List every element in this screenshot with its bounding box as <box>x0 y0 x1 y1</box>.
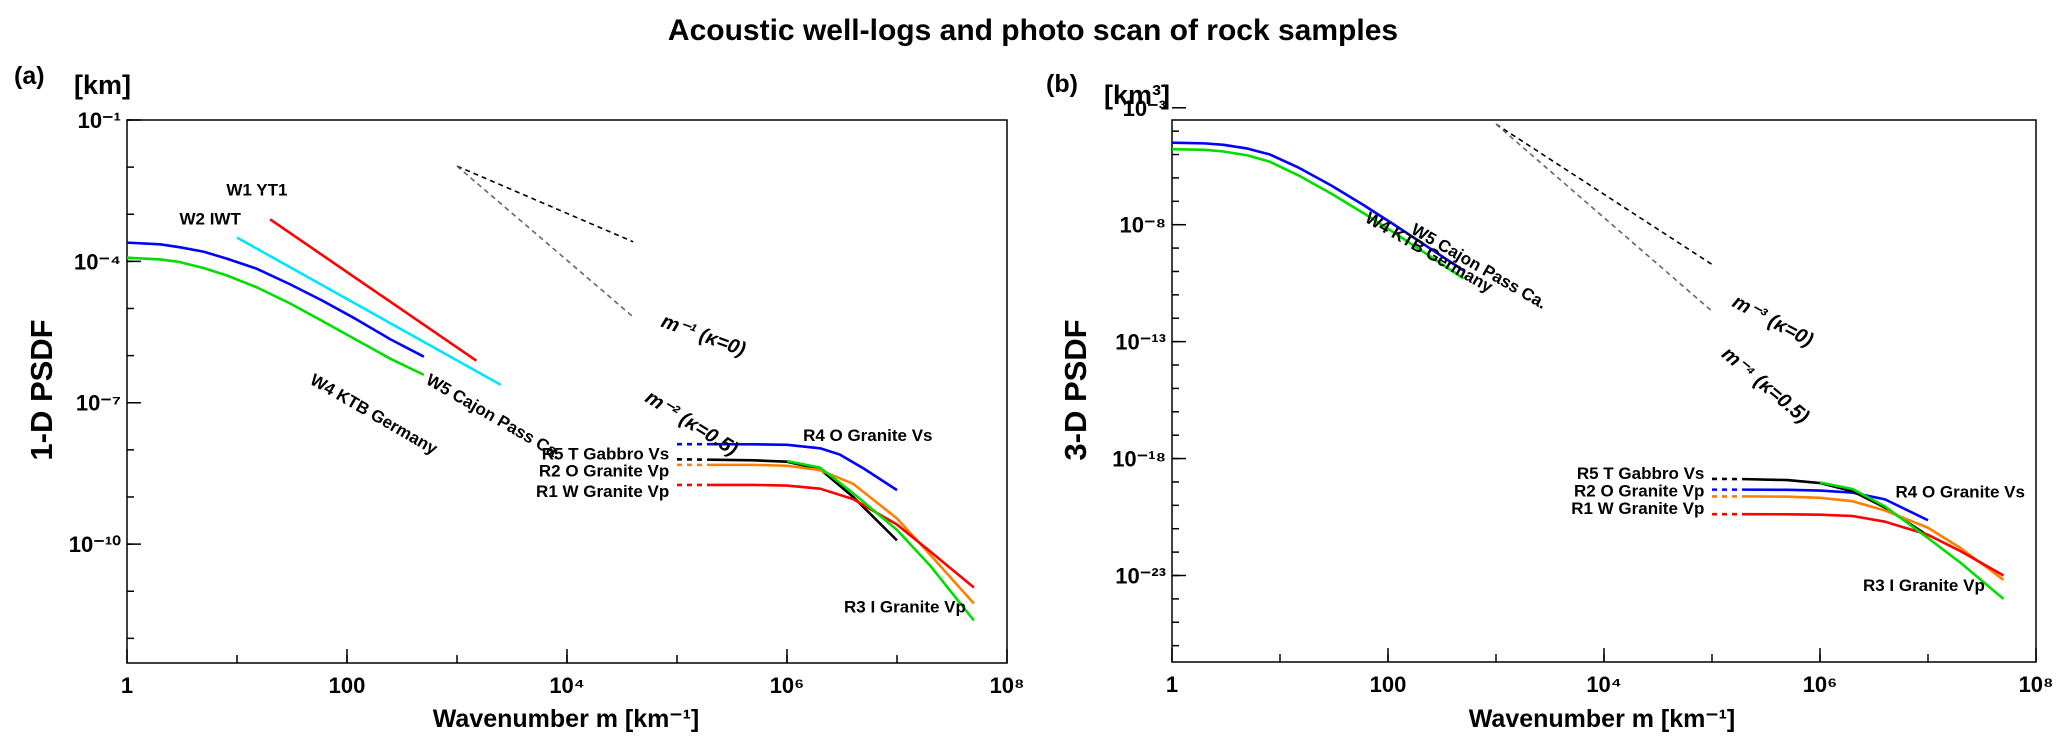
panel-a-y-tick-label: 10⁻¹ <box>78 108 121 133</box>
panel-b-series-line-r1-w-granite-vp <box>1744 512 2005 577</box>
panel-a-series-label-r5-t-gabbro-vs: R5 T Gabbro Vs <box>542 444 670 463</box>
panel-a-series-label-r2-o-granite-vp: R2 O Granite Vp <box>539 462 669 481</box>
panel-b-ticks: 1 100 10⁴ 10⁶ 10⁸ 10⁻³ 10⁻⁸ 10⁻¹³ 10⁻¹⁸ 10⁻²³ <box>1112 96 2053 697</box>
panel-a-ticks: 1 100 10⁴ 10⁶ 10⁸ 10⁻¹ 10⁻⁴ 10⁻⁷ 10⁻¹⁰ <box>69 108 1025 698</box>
panel-a-x-axis-title: Wavenumber m [km⁻¹] <box>433 705 699 733</box>
panel-b-slope-line-m-0-5 <box>1495 123 1713 312</box>
panel-b-y-axis-title: 3-D PSDF <box>1058 319 1093 460</box>
figure-title: Acoustic well-logs and photo scan of roc… <box>668 14 1398 47</box>
panel-b-series-label-r5-t-gabbro-vs: R5 T Gabbro Vs <box>1577 464 1705 483</box>
panel-a-x-tick-label: 10⁶ <box>770 673 805 698</box>
panel-a-series-label-w2-iwt: W2 IWT <box>179 210 241 229</box>
panel-a-series-label-w1-yt1: W1 YT1 <box>226 180 287 199</box>
panel-b-series-line-r2-o-granite-vp <box>1744 495 2005 581</box>
panel-a-y-axis-title: 1-D PSDF <box>24 319 59 460</box>
panel-b-series-line-w5-cajon-pass-ca <box>1172 141 1465 272</box>
panel-b-y-tick-label: 10⁻⁸ <box>1120 213 1166 238</box>
panel-a-series-label-r4-o-granite-vs: R4 O Granite Vs <box>803 426 932 445</box>
panel-a-x-tick-label: 10⁴ <box>549 673 584 698</box>
panel-a-slope-line-m-0-5 <box>456 165 634 318</box>
panel-b-y-tick-label: 10⁻¹⁸ <box>1112 447 1166 472</box>
panel-a-series-line-r4-o-granite-vs <box>710 442 898 492</box>
panel-a-series-line-r1-w-granite-vp <box>710 483 975 589</box>
panel-a-series-line-w5-cajon-pass-ca <box>127 241 425 358</box>
panel-a-unit-label: [km] <box>74 70 131 100</box>
panel-b-x-tick-label: 10⁴ <box>1586 672 1621 697</box>
panel-b-series-label-r1-w-granite-vp: R1 W Granite Vp <box>1571 499 1704 518</box>
panel-a-x-tick-label: 10⁸ <box>990 673 1025 698</box>
panel-a-series-line-w1-yt1 <box>269 218 478 362</box>
panel-b-series-label-r2-o-granite-vp: R2 O Granite Vp <box>1574 481 1704 500</box>
panel-a-y-tick-label: 10⁻⁴ <box>74 249 121 274</box>
panel-a-slope-label-m-0: m⁻¹ (κ=0) <box>658 310 749 361</box>
panel-b-series-label-w5-cajon-pass-ca: W5 Cajon Pass Ca. <box>1408 220 1550 313</box>
panel-b-x-tick-label: 10⁸ <box>2019 672 2054 697</box>
panel-b-slope-label-m-0: m⁻³ (κ=0) <box>1729 291 1817 352</box>
panel-b-series <box>1172 123 2005 600</box>
panel-a-plot-frame <box>126 119 1008 664</box>
panel-a-series <box>127 165 975 622</box>
panel-b-x-tick-label: 1 <box>1166 672 1178 697</box>
panel-b-y-tick-label: 10⁻³ <box>1123 96 1166 121</box>
panel-b-unit-label: [km³] <box>1104 80 1170 110</box>
panel-b-series-label-w4-ktb-germany: W4 KTB Germany <box>1362 208 1496 297</box>
panel-a-y-tick-label: 10⁻⁷ <box>76 391 121 416</box>
panel-b-tag: (b) <box>1046 70 1078 98</box>
panel-a-x-tick-label: 100 <box>329 673 366 698</box>
panel-b-series-line-r3-i-granite-vp <box>1819 481 2005 600</box>
panel-a-tag: (a) <box>14 62 45 90</box>
panel-b-series-line-r4-o-granite-vs <box>1744 488 1929 522</box>
panel-b: (b) [km³] 3-D PSDF Wavenumber m [km⁻¹] 1… <box>1046 70 2053 733</box>
panel-b-slope-line-m-0 <box>1495 123 1713 266</box>
panel-a-y-tick-label: 10⁻¹⁰ <box>69 532 121 557</box>
panel-a-slope-line-m-0 <box>456 165 634 243</box>
panel-a-series-line-w4-ktb-germany <box>127 256 425 377</box>
panel-a-series-label-r3-i-granite-vp: R3 I Granite Vp <box>844 598 966 617</box>
panel-b-series-label-r3-i-granite-vp: R3 I Granite Vp <box>1863 576 1985 595</box>
panel-b-series-label-r4-o-granite-vs: R4 O Granite Vs <box>1895 482 2024 501</box>
panel-b-y-tick-label: 10⁻²³ <box>1115 563 1166 588</box>
panel-b-y-tick-label: 10⁻¹³ <box>1115 330 1166 355</box>
panel-b-x-axis-title: Wavenumber m [km⁻¹] <box>1469 705 1735 733</box>
panel-b-x-tick-label: 100 <box>1370 672 1407 697</box>
panel-a-series-line-w2-iwt <box>236 236 502 386</box>
panel-a-series-line-r3-i-granite-vp <box>786 459 975 622</box>
panel-a-x-tick-label: 1 <box>121 673 133 698</box>
panel-b-slope-label-m-0-5: m⁻⁴ (κ=0.5) <box>1717 343 1813 429</box>
panel-b-series-line-w4-ktb-germany <box>1172 147 1465 280</box>
panel-b-x-tick-label: 10⁶ <box>1803 672 1838 697</box>
panel-a-series-label-w4-ktb-germany: W4 KTB Germany <box>307 370 441 459</box>
panel-a-series-label-r1-w-granite-vp: R1 W Granite Vp <box>536 482 669 501</box>
